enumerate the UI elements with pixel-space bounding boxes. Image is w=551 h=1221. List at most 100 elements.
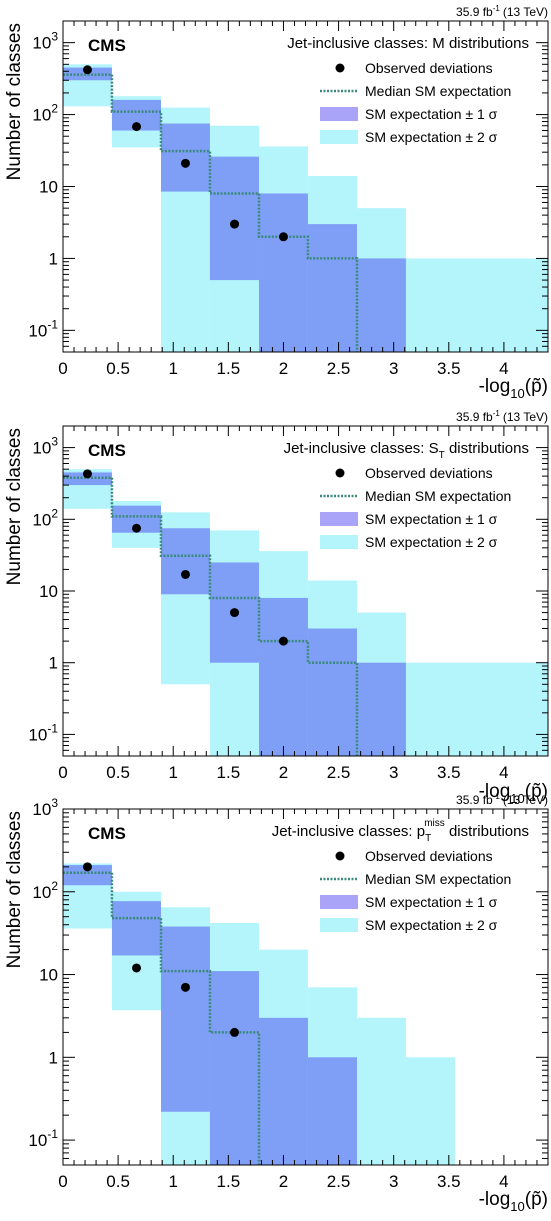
plot-area <box>63 469 548 756</box>
y-tick-label: 1 <box>49 1048 58 1067</box>
x-axis-label: -log10(p̃) <box>479 376 548 401</box>
x-tick-label: 3.5 <box>437 359 461 378</box>
x-tick-label: 2.5 <box>327 763 351 782</box>
band-2sigma-bin <box>405 258 455 352</box>
legend-observed-marker <box>335 63 345 73</box>
y-tick-base: 1 <box>49 249 58 268</box>
x-tick-label: 0.5 <box>106 359 130 378</box>
y-tick-base: 10 <box>28 1131 47 1150</box>
band-1sigma-bin <box>258 1017 308 1165</box>
chart-title: Jet-inclusive classes: pTmiss distributi… <box>272 818 529 844</box>
median-sm-expectation-line <box>63 871 261 1165</box>
chart-title-suffix: distributions <box>445 823 529 840</box>
chart-title: Jet-inclusive classes: ST distributions <box>284 440 529 461</box>
observed-point <box>132 523 142 533</box>
observed-point <box>82 469 92 479</box>
y-tick-label: 1 <box>49 249 58 268</box>
x-tick-label: 1.5 <box>217 763 241 782</box>
y-axis-label: Number of classes <box>4 811 25 968</box>
x-axis-label-sub: 10 <box>510 1199 524 1214</box>
x-axis-label-sub: 10 <box>510 791 524 806</box>
y-tick-exponent: 3 <box>51 796 58 810</box>
y-axis-label: Number of classes <box>4 23 25 180</box>
luminosity-value: 35.9 fb <box>456 410 493 424</box>
legend-entry-label: Median SM expectation <box>365 83 511 99</box>
observed-point <box>278 636 288 646</box>
luminosity-exponent: -1 <box>493 4 501 13</box>
y-tick-exponent: 2 <box>51 102 58 116</box>
legend-entry-label: SM expectation ± 1 σ <box>365 511 498 527</box>
x-tick-label: 2 <box>279 359 288 378</box>
x-tick-label: 2.5 <box>327 359 351 378</box>
legend-entry-label: SM expectation ± 1 σ <box>365 106 498 122</box>
legend-entry-label: Median SM expectation <box>365 871 511 887</box>
x-axis-label: -log10(p̃) <box>479 781 548 806</box>
x-tick-label: 3 <box>389 1172 398 1191</box>
y-tick-base: 10 <box>32 510 51 529</box>
legend-entry-label: SM expectation ± 2 σ <box>365 129 498 145</box>
observed-point <box>82 65 92 75</box>
y-tick-label: 102 <box>32 879 58 902</box>
plot-area <box>63 862 455 1165</box>
x-axis-label-prefix: -log <box>479 376 511 397</box>
observed-point <box>180 569 190 579</box>
x-tick-label: 4 <box>499 763 508 782</box>
band-2sigma-bin <box>454 662 548 756</box>
band-1sigma-bin <box>307 224 357 352</box>
luminosity-exponent: -1 <box>493 409 501 418</box>
y-tick-base: 10 <box>28 725 47 744</box>
cms-label: CMS <box>88 824 126 843</box>
chart-title: Jet-inclusive classes: M distributions <box>287 35 529 52</box>
x-tick-label: 0 <box>58 1172 67 1191</box>
y-tick-base: 1 <box>49 654 58 673</box>
y-tick-exponent: 2 <box>51 506 58 520</box>
x-tick-label: 2 <box>279 763 288 782</box>
observed-point <box>132 122 142 132</box>
x-tick-label: 2.5 <box>327 1172 351 1191</box>
luminosity-exponent: -1 <box>493 792 501 801</box>
y-tick-label: 103 <box>32 796 58 819</box>
y-tick-label: 10 <box>39 582 58 601</box>
chart-title-variable: M <box>432 35 445 52</box>
x-tick-label: 1.5 <box>217 359 241 378</box>
y-tick-label: 102 <box>32 102 58 125</box>
luminosity-label: 35.9 fb-1 (13 TeV) <box>456 409 548 424</box>
band-1sigma-bin <box>356 258 406 352</box>
luminosity-label: 35.9 fb-1 (13 TeV) <box>456 792 548 807</box>
legend-2sigma-swatch <box>320 535 358 549</box>
y-tick-exponent: 2 <box>51 879 58 893</box>
legend-entry-label: Observed deviations <box>365 848 493 864</box>
y-tick-base: 10 <box>32 106 51 125</box>
band-1sigma-bin <box>63 472 112 486</box>
y-tick-base: 10 <box>32 34 51 53</box>
legend-entry-label: Observed deviations <box>365 60 493 76</box>
y-tick-base: 10 <box>32 883 51 902</box>
y-tick-label: 103 <box>32 435 58 458</box>
band-1sigma-bin <box>356 662 406 756</box>
legend-entry-label: SM expectation ± 1 σ <box>365 894 498 910</box>
legend-entry-label: Observed deviations <box>365 465 493 481</box>
x-tick-label: 4 <box>499 359 508 378</box>
band-2sigma-bin <box>405 1057 455 1165</box>
luminosity-energy: (13 TeV) <box>503 410 548 424</box>
band-1sigma-bin <box>209 156 259 281</box>
legend-1sigma-swatch <box>320 895 358 909</box>
y-tick-exponent: 3 <box>51 435 58 449</box>
legend-1sigma-swatch <box>320 107 358 121</box>
chart-title-variable-sup: miss <box>424 818 445 829</box>
y-tick-base: 10 <box>28 321 47 340</box>
band-1sigma-bin <box>63 865 112 886</box>
y-tick-label: 10-1 <box>28 317 58 340</box>
legend-observed-marker <box>335 851 345 861</box>
y-tick-base: 10 <box>32 439 51 458</box>
legend-observed-marker <box>335 468 345 478</box>
y-tick-label: 10-1 <box>28 1127 58 1150</box>
x-tick-label: 3 <box>389 359 398 378</box>
y-tick-label: 10-1 <box>28 721 58 744</box>
chart-title-suffix: distributions <box>445 440 529 457</box>
legend-entry-label: Median SM expectation <box>365 488 511 504</box>
y-tick-label: 102 <box>32 506 58 529</box>
cms-label: CMS <box>88 441 126 460</box>
chart-title-variable: S <box>429 440 439 457</box>
